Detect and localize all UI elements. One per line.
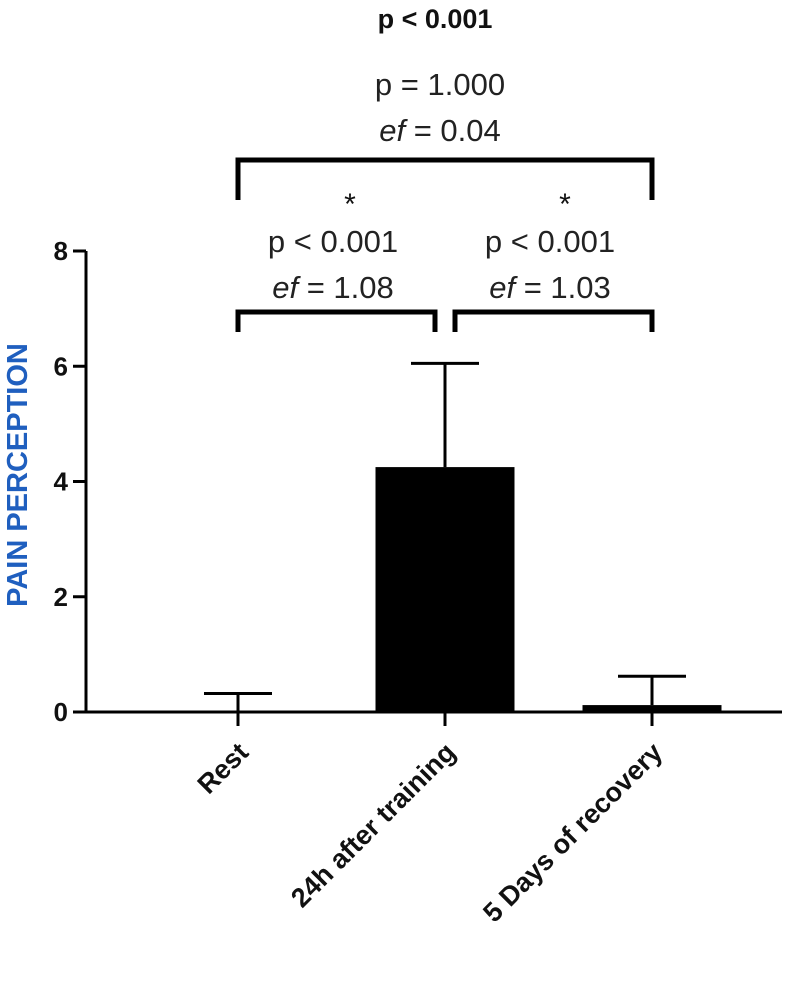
y-tick-label: 4	[54, 467, 69, 497]
significance-bracket	[452, 309, 655, 332]
y-axis-label: PAIN PERCEPTION	[2, 343, 34, 607]
x-tick-label: 24h after training	[285, 737, 461, 913]
bar	[582, 705, 722, 712]
effect-size-label: ef = 1.03	[489, 270, 611, 305]
effect-size-symbol: ef	[379, 113, 408, 148]
effect-size-value: = 1.08	[298, 270, 394, 305]
bar	[375, 467, 515, 712]
significance-bracket	[235, 157, 655, 200]
x-tick-label: 5 Days of recovery	[477, 737, 668, 928]
y-tick-label: 0	[54, 697, 68, 727]
y-tick-label: 8	[54, 236, 68, 266]
y-tick-label: 6	[54, 351, 68, 381]
p-value-label: p < 0.001	[485, 224, 615, 259]
p-value-label: p < 0.001	[268, 224, 398, 259]
effect-size-symbol: ef	[272, 270, 301, 305]
effect-size-label: ef = 1.08	[272, 270, 394, 305]
y-tick-label: 2	[54, 582, 68, 612]
chart-title: p < 0.001	[378, 4, 493, 34]
significance-bracket	[235, 309, 438, 332]
p-value-label: p = 1.000	[375, 67, 505, 102]
effect-size-label: ef = 0.04	[379, 113, 501, 148]
significance-star: *	[344, 188, 356, 221]
effect-size-value: = 1.03	[515, 270, 611, 305]
x-tick-label: Rest	[192, 737, 255, 800]
significance-star: *	[559, 188, 571, 221]
effect-size-value: = 0.04	[405, 113, 501, 148]
effect-size-symbol: ef	[489, 270, 518, 305]
